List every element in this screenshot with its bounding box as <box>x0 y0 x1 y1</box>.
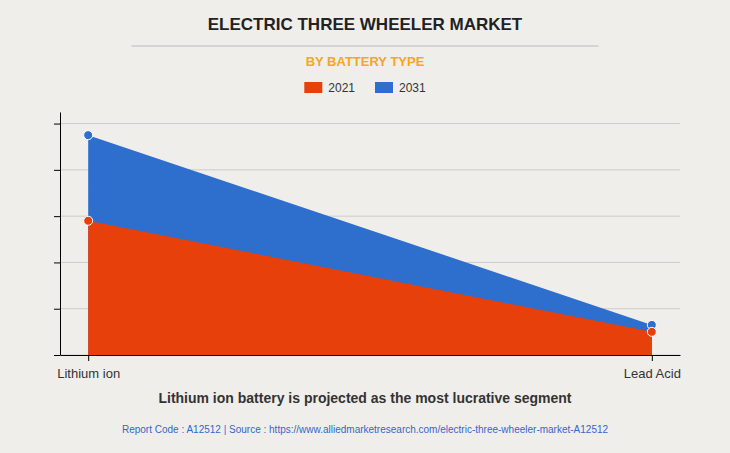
legend-swatch <box>375 82 393 93</box>
legend-swatch <box>304 82 322 93</box>
plot: Lithium ion Lead Acid <box>54 113 681 382</box>
y-tick <box>54 309 60 310</box>
y-tick-mark <box>54 124 60 125</box>
footnote: Lithium ion battery is projected as the … <box>158 390 571 406</box>
y-tick <box>54 124 60 125</box>
source: Report Code : A12512 | Source : https://… <box>122 424 609 435</box>
x-tick-label: Lithium ion <box>57 366 120 381</box>
y-axis-line <box>60 113 61 356</box>
chart: ELECTRIC THREE WHEELER MARKET BY BATTERY … <box>0 0 730 453</box>
legend-item: 2021 <box>304 81 355 95</box>
legend: 2021 2031 <box>304 81 426 95</box>
y-tick-mark <box>54 216 60 217</box>
y-tick <box>54 216 60 217</box>
grid <box>60 124 680 355</box>
y-tick-mark <box>54 170 60 171</box>
x-axis: Lithium ion Lead Acid <box>57 355 681 381</box>
y-grid-line <box>60 123 680 124</box>
legend-item: 2031 <box>375 81 426 95</box>
x-tick-label: Lead Acid <box>624 366 681 381</box>
marker <box>647 327 656 336</box>
y-tick-mark <box>54 309 60 310</box>
x-tick-mark <box>88 355 89 361</box>
title: ELECTRIC THREE WHEELER MARKET <box>208 15 523 34</box>
title-separator <box>131 46 598 47</box>
y-tick <box>54 262 60 263</box>
legend-label: 2031 <box>399 81 426 95</box>
y-tick-mark <box>54 262 60 263</box>
x-tick-mark <box>652 355 653 361</box>
y-tick <box>54 355 60 356</box>
x-axis-line <box>61 355 681 356</box>
y-tick-mark <box>54 355 60 356</box>
y-tick <box>54 170 60 171</box>
legend-label: 2021 <box>328 81 355 95</box>
marks <box>84 131 657 355</box>
subtitle: BY BATTERY TYPE <box>306 54 425 69</box>
y-axis <box>54 113 61 356</box>
area <box>88 221 652 355</box>
marker <box>84 216 93 225</box>
marker <box>84 131 93 140</box>
x-tick: Lead Acid <box>624 355 681 381</box>
area <box>88 135 652 355</box>
x-tick: Lithium ion <box>57 355 120 381</box>
